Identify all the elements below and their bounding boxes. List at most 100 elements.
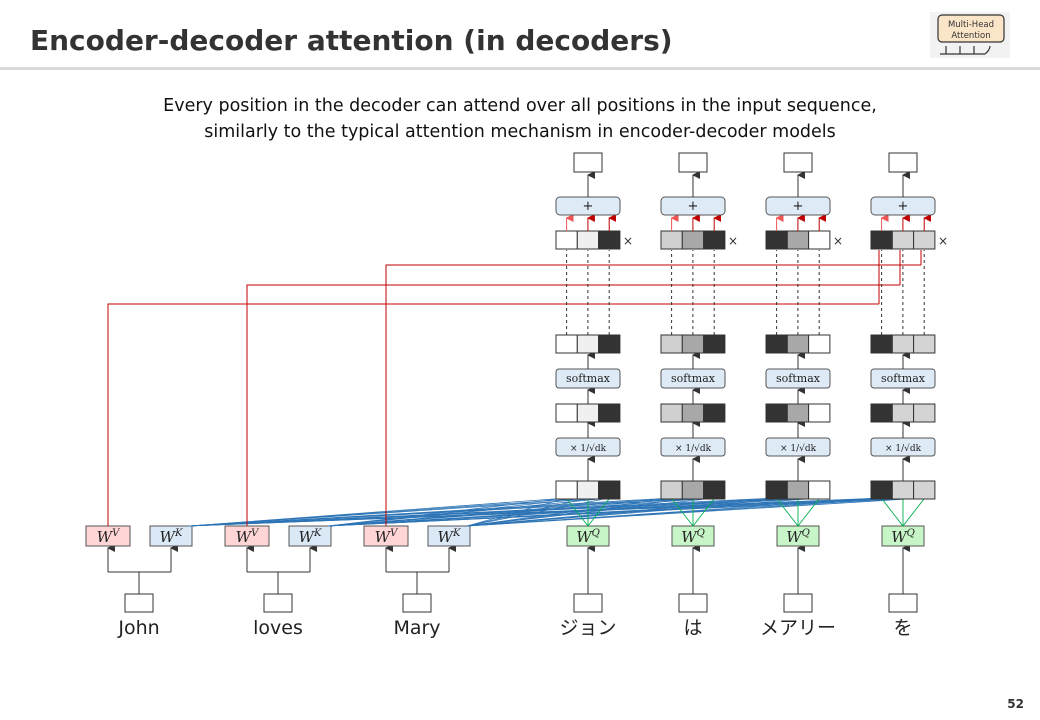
value-connection-line [385, 264, 921, 526]
attention-diagram: John WV WK loves WV WK Mary WV WK ジョン WQ × 1/√dk sof… [85, 152, 948, 639]
attention-weight-cell [913, 334, 936, 354]
key-connection-line [466, 497, 925, 527]
key-connection-line [466, 497, 820, 527]
key-projection-box [427, 525, 471, 547]
query-connection-line [797, 498, 820, 527]
query-connection-line [881, 498, 904, 527]
encoder-token-2: Mary [393, 617, 440, 639]
score-cell [870, 480, 893, 500]
softmax-label: softmax [566, 372, 611, 385]
query-projection-label: WQ [576, 528, 600, 546]
weighted-value-cell [660, 230, 683, 250]
key-connection-line [327, 497, 820, 527]
scaled-score-cell [765, 403, 788, 423]
key-projection-label: WK [299, 528, 322, 546]
scaled-score-cell [598, 403, 621, 423]
value-projection-label: WV [236, 528, 260, 546]
weighted-value-cell [681, 230, 705, 250]
weighted-value-cell [808, 230, 831, 250]
query-connection-line [566, 498, 589, 527]
softmax-label: softmax [671, 372, 716, 385]
encoder-token-1: loves [253, 617, 303, 639]
multiply-sign: × [623, 234, 633, 248]
score-cell [681, 480, 705, 500]
attention-weight-cell [786, 334, 810, 354]
decoder-token-1: は [683, 617, 702, 639]
multi-head-attention-badge: Multi-Head Attention [930, 12, 1010, 58]
decoder-token-3: を [893, 617, 912, 639]
decoder-token-0: ジョン [559, 617, 616, 639]
scaled-score-cell [870, 403, 893, 423]
multiply-sign: × [938, 234, 948, 248]
key-projection-box [288, 525, 332, 547]
scaled-score-cell [913, 403, 936, 423]
decoder-output-box [573, 152, 603, 173]
attention-weight-cell [870, 334, 893, 354]
badge-line-1: Multi-Head [948, 20, 994, 30]
scaled-score-cell [555, 403, 578, 423]
query-projection-label: WQ [891, 528, 915, 546]
weighted-value-cell [703, 230, 726, 250]
key-connection-line [188, 497, 715, 527]
sum-op-label: + [583, 199, 594, 214]
key-connection-line [466, 497, 589, 527]
query-connection-line [902, 498, 925, 527]
attention-weight-cell [681, 334, 705, 354]
page-number: 52 [1007, 697, 1024, 711]
multiply-sign: × [728, 234, 738, 248]
query-connection-line [692, 498, 715, 527]
scale-op-label: × 1/√dk [675, 443, 712, 454]
scaled-score-cell [681, 403, 705, 423]
scale-op-label: × 1/√dk [885, 443, 922, 454]
attention-weight-cell [598, 334, 621, 354]
score-cell [765, 480, 788, 500]
softmax-label: softmax [881, 372, 926, 385]
score-cell [913, 480, 936, 500]
scaled-score-cell [891, 403, 915, 423]
weighted-value-cell [576, 230, 600, 250]
query-projection-label: WQ [786, 528, 810, 546]
weighted-value-cell [555, 230, 578, 250]
attention-weight-cell [765, 334, 788, 354]
attention-weight-cell [808, 334, 831, 354]
decoder-token-2: メアリー [760, 617, 836, 639]
key-connection-line [466, 497, 610, 527]
weighted-value-cell [891, 230, 915, 250]
decoder-embedding-box [888, 593, 918, 613]
score-cell [576, 480, 600, 500]
key-connection-line [466, 497, 715, 527]
encoder-embedding-box [402, 593, 432, 613]
weighted-value-cell [765, 230, 788, 250]
scaled-score-cell [660, 403, 683, 423]
weighted-value-cell [598, 230, 621, 250]
weighted-value-cell [913, 230, 936, 250]
decoder-output-box [888, 152, 918, 173]
key-connection-line [188, 497, 610, 527]
scaled-score-cell [808, 403, 831, 423]
scaled-score-cell [576, 403, 600, 423]
key-projection-label: WK [438, 528, 461, 546]
score-cell [808, 480, 831, 500]
query-connection-line [776, 498, 799, 527]
caption-line-1: Every position in the decoder can attend… [163, 96, 877, 116]
score-cell [786, 480, 810, 500]
sum-op-label: + [898, 199, 909, 214]
sum-op-label: + [793, 199, 804, 214]
score-cell [891, 480, 915, 500]
score-cell [598, 480, 621, 500]
encoder-embedding-box [124, 593, 154, 613]
caption-line-2: similarly to the typical attention mecha… [204, 122, 836, 142]
encoder-token-0: John [117, 617, 159, 639]
query-connection-line [587, 498, 610, 527]
scaled-score-cell [703, 403, 726, 423]
scaled-score-cell [786, 403, 810, 423]
attention-weight-cell [703, 334, 726, 354]
value-connection-line [246, 284, 900, 526]
decoder-output-box [678, 152, 708, 173]
multiply-sign: × [833, 234, 843, 248]
decoder-embedding-box [783, 593, 813, 613]
title-underline [0, 67, 1040, 70]
weighted-value-cell [870, 230, 893, 250]
badge-line-2: Attention [951, 31, 990, 41]
